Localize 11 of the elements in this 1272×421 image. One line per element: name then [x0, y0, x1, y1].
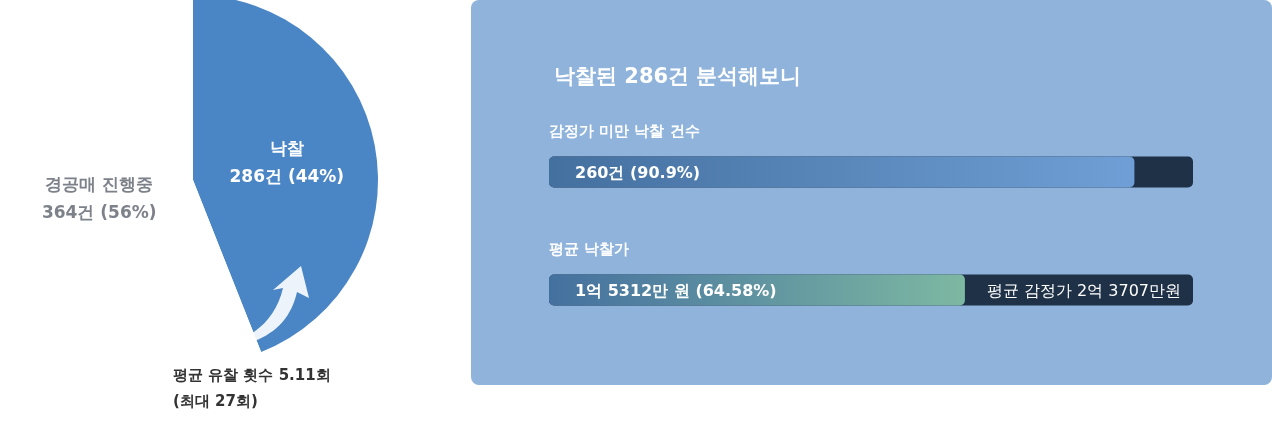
chart-title: 낙찰된 286건 분석해보니 — [554, 63, 802, 88]
data-label: 364건 (56%) — [41, 201, 157, 222]
y-tick-label: 감정가 미만 낙찰 건수 — [549, 121, 700, 140]
text: 평균 유찰 횟수 5.11회 (최대 27회) — [173, 366, 331, 410]
data-label: 260건 (90.9%) — [575, 162, 701, 182]
data-label: 1억 5312만 원 (64.58%) — [575, 280, 777, 300]
y-tick-label: 평균 낙찰가 — [549, 239, 630, 258]
annotation: 평균 감정가 2억 3707만원 — [986, 280, 1181, 300]
slice-label: 경공매 진행중 — [45, 173, 154, 194]
slice-label: 낙찰 — [269, 138, 304, 159]
data-label: 286건 (44%) — [229, 166, 345, 187]
